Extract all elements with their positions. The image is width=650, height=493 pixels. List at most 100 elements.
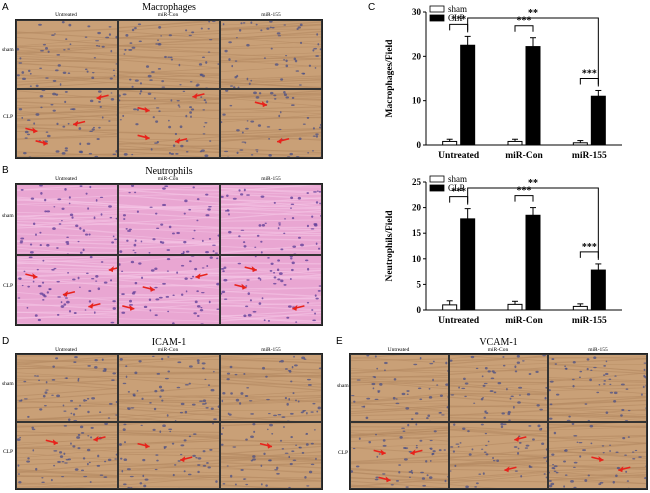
legend-swatch-CLP [429,184,445,192]
red-arrow-icon [108,265,117,272]
red-arrow-icon [174,137,188,144]
panel-e-row-sham: sham [337,383,349,389]
legend-label-CLP: CLP [448,13,465,23]
panel-label-a: A [2,2,9,13]
panel-label-b: B [2,165,9,176]
red-arrow-icon [93,435,106,442]
panel-e-row-clp: CLP [338,450,349,456]
significance-stars: ** [528,8,538,19]
micrograph-e-sham-2 [449,354,548,422]
red-arrow-icon [378,475,391,482]
micrograph-b-sham-1 [16,184,118,255]
bar-sham [507,303,523,311]
panel-e-image-grid [349,353,648,490]
panel-d-col-mir-con: miR-Con [157,347,179,353]
legend-swatch-sham [429,5,445,13]
panel-label-d: D [2,336,10,347]
red-arrow-icon [192,92,205,99]
x-tick-label: miR-Con [505,151,543,161]
red-arrow-icon [591,455,604,462]
significance-bracket [514,25,534,32]
legend-swatch-CLP [429,14,445,22]
red-arrow-icon [45,438,58,445]
y-tick-label: 15 [412,228,422,238]
panel-b-row-sham: sham [2,213,14,219]
significance-stars: *** [582,68,597,79]
red-arrow-icon [25,127,38,134]
bar-sham [507,140,523,146]
red-arrow-icon [234,283,247,290]
red-arrow-icon [122,304,135,311]
panel-a-image-grid [15,19,323,159]
panel-a-row-clp: CLP [3,114,14,120]
bar-CLP [590,269,606,311]
panel-a-col-mir-155: miR-155 [261,12,281,18]
panel-d-col-untreated: Untreated [55,347,77,353]
panel-b-title: Neutrophils [145,166,193,177]
micrograph-d-CLP-1 [16,421,118,489]
legend-swatch-sham [429,175,445,183]
micrograph-e-CLP-1 [350,421,449,489]
panel-e-col-untreated: Untreated [387,347,410,353]
micrograph-b-sham-2 [118,184,220,255]
x-tick-label: Untreated [438,316,480,326]
y-tick-label: 20 [412,51,422,61]
panel-b-col-mir-155: miR-155 [261,176,281,182]
red-arrow-icon [137,134,150,141]
panel-d-row-sham: sham [2,381,14,387]
micrograph-b-sham-3 [220,184,322,255]
y-tick-label: 30 [412,7,422,17]
red-arrow-icon [276,137,290,144]
significance-stars: *** [582,242,597,253]
panel-a-col-untreated: Untreated [55,12,77,18]
panel-b-image-grid [15,183,323,326]
micrograph-d-sham-1 [16,354,118,422]
x-tick-label: Untreated [438,151,480,161]
red-arrow-icon [137,106,150,113]
panel-label-c: C [368,2,376,13]
panel-b-col-mir-con: miR-Con [157,176,179,182]
red-arrow-icon [618,465,631,472]
significance-stars: *** [517,186,532,197]
y-tick-label: 5 [417,279,422,289]
panel-d-image-grid [15,353,323,490]
y-axis-label: Neutrophils/Field [385,210,395,282]
micrograph-b-CLP-3 [220,254,322,325]
significance-stars: *** [451,14,466,25]
y-tick-label: 10 [412,254,422,264]
y-axis-label: Macrophages/Field [385,39,395,118]
y-tick-label: 25 [412,177,422,187]
red-arrow-icon [259,442,273,449]
red-arrow-icon [88,302,101,309]
panel-e-col-mir-155: miR-155 [588,347,608,353]
red-arrow-icon [244,265,257,272]
legend-label-sham: sham [448,4,467,14]
micrograph-d-sham-2 [118,354,220,422]
micrograph-d-CLP-3 [220,421,322,489]
y-tick-label: 20 [412,203,422,213]
y-tick-label: 0 [417,305,422,315]
red-arrow-icon [180,455,193,462]
red-arrow-icon [410,448,423,455]
y-tick-label: 10 [412,96,422,106]
x-tick-label: miR-155 [572,151,607,161]
red-arrow-icon [142,285,155,292]
significance-bracket [467,187,599,260]
red-arrow-icon [25,272,38,279]
red-arrow-icon [514,435,527,442]
red-arrow-icon [504,465,517,472]
x-tick-label: miR-Con [505,316,543,326]
micrograph-a-sham-1 [16,20,118,89]
significance-stars: *** [517,16,532,27]
panel-b-col-untreated: Untreated [55,176,77,182]
bar-CLP [525,46,541,146]
panel-d-row-clp: CLP [3,449,14,455]
micrograph-d-sham-3 [220,354,322,422]
red-arrow-icon [62,290,76,297]
bar-CLP [525,214,541,311]
red-arrow-icon [137,442,150,449]
bar-sham [442,140,458,146]
red-arrow-icon [195,272,208,279]
micrograph-b-CLP-1 [16,254,118,325]
micrograph-b-CLP-2 [118,254,220,325]
